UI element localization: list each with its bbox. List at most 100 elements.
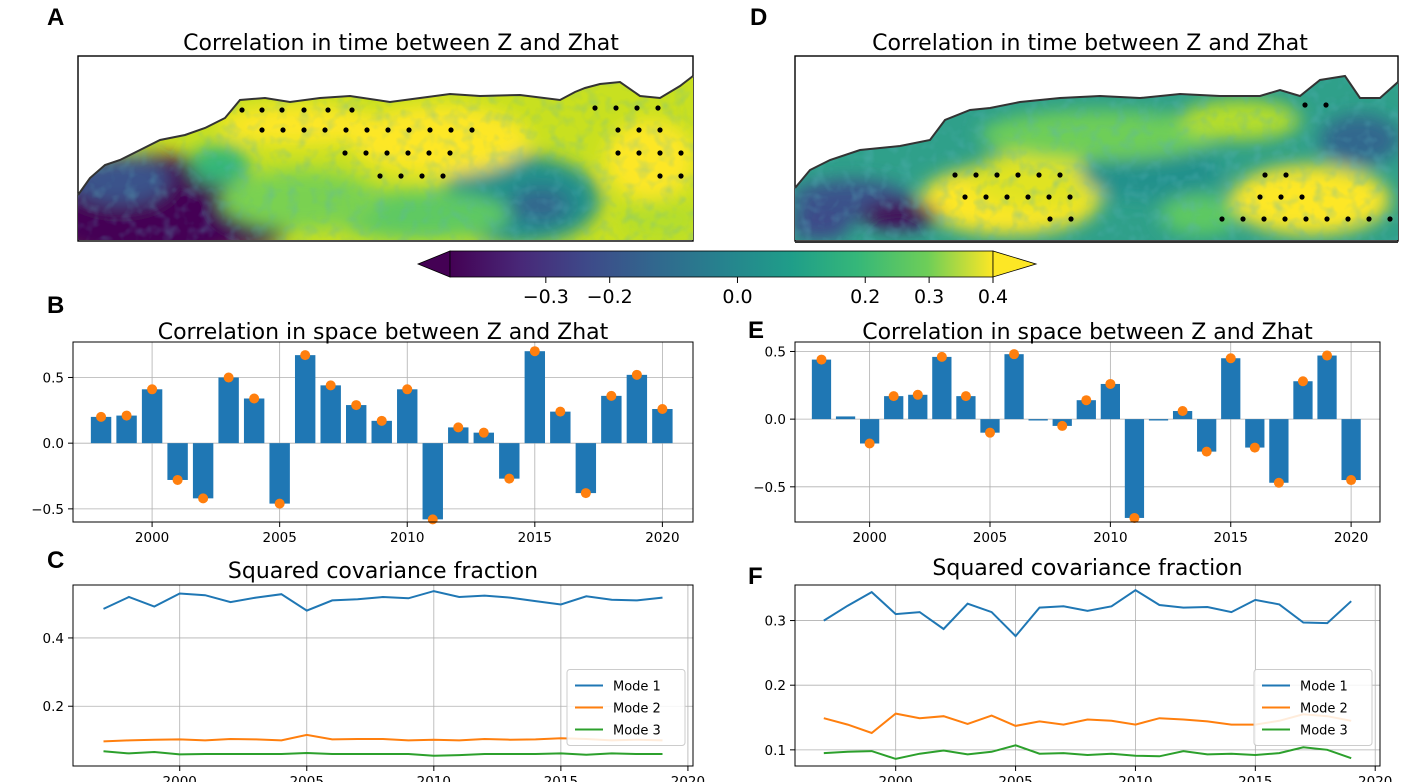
y-tick-label: 0.0 <box>43 436 64 452</box>
panel-letter-c: C <box>47 547 64 574</box>
bar <box>1293 381 1313 420</box>
significance-dot <box>349 107 355 113</box>
significance-dot <box>678 150 684 156</box>
y-tick-label: −0.5 <box>31 502 64 518</box>
marker-point <box>580 488 591 499</box>
marker-point <box>555 406 566 417</box>
x-tick-label: 2015 <box>544 774 578 782</box>
y-tick-label: 0.1 <box>765 743 786 759</box>
panel-letter-a: A <box>47 4 64 31</box>
marker-point <box>274 498 285 509</box>
significance-dot <box>279 107 285 113</box>
series-line-mode-1 <box>103 590 663 612</box>
significance-dot <box>1219 216 1225 222</box>
marker-point <box>325 380 336 391</box>
panel-letter-e: E <box>748 317 764 344</box>
significance-dot <box>427 127 433 133</box>
bar <box>371 420 392 444</box>
chart-title: Correlation in space between Z and Zhat <box>158 320 609 345</box>
marker-point <box>985 427 995 438</box>
significance-dot <box>1324 216 1330 222</box>
marker-point <box>96 411 107 422</box>
bar <box>980 419 1000 433</box>
plot-frame <box>794 341 1381 523</box>
marker-point <box>816 354 827 365</box>
bar <box>218 377 239 444</box>
significance-dot <box>1068 216 1074 222</box>
bar <box>524 351 546 444</box>
marker-point <box>1249 442 1260 453</box>
significance-dot <box>1047 216 1053 222</box>
marker-point <box>427 514 438 525</box>
significance-dot <box>1046 194 1052 200</box>
chart-title: Squared covariance fraction <box>932 556 1242 581</box>
bar <box>473 432 494 444</box>
significance-dot <box>1067 194 1073 200</box>
chart-c: C Squared covariance fraction Mode 1 Mode 2… <box>43 547 706 782</box>
marker-point <box>172 474 183 485</box>
significance-dot <box>364 127 370 133</box>
chart-f: F Squared covariance fraction Mode 1 Mode 2… <box>748 556 1392 782</box>
x-tick-label: 2000 <box>135 530 169 546</box>
marker-point <box>606 390 617 401</box>
significance-dot <box>448 127 454 133</box>
x-tick-label: 2000 <box>879 774 913 782</box>
bar <box>1076 400 1096 420</box>
significance-dot <box>1004 194 1010 200</box>
marker-point <box>249 393 260 404</box>
significance-dot <box>419 173 425 179</box>
significance-dot <box>592 105 598 111</box>
x-tick-label: 2015 <box>1238 774 1272 782</box>
marker-point <box>912 389 923 400</box>
significance-dot <box>405 150 411 156</box>
bar <box>294 355 316 444</box>
significance-dot <box>657 127 663 133</box>
marker-point <box>1081 395 1092 406</box>
significance-dot <box>342 150 348 156</box>
bar <box>626 374 648 444</box>
x-tick-label: 2000 <box>852 530 886 546</box>
colorbar-over-arrow <box>992 250 1038 278</box>
colorbar-tick-label: 0.0 <box>722 286 752 308</box>
legend-label: Mode 1 <box>1300 680 1348 695</box>
significance-dot <box>678 173 684 179</box>
marker-point <box>198 493 209 504</box>
bar <box>550 411 571 444</box>
chart-e: E Correlation in space between Z and Zhat… <box>748 317 1381 546</box>
panel-letter-b: B <box>47 292 64 319</box>
colorbar-tick-label: −0.3 <box>523 286 569 308</box>
x-tick-label: 2005 <box>290 774 324 782</box>
marker-point <box>300 350 311 361</box>
y-tick-label: 0.2 <box>43 699 64 715</box>
colorbar-gradient <box>449 250 994 278</box>
colorbar-tick-label: 0.4 <box>978 286 1008 308</box>
y-tick-label: −0.5 <box>753 480 786 496</box>
bar <box>860 419 880 444</box>
bar <box>1028 419 1048 421</box>
significance-dot <box>1299 194 1305 200</box>
significance-dot <box>1261 216 1267 222</box>
marker-point <box>1322 350 1333 361</box>
legend-label: Mode 3 <box>1300 724 1348 739</box>
significance-dot <box>634 105 640 111</box>
bar <box>908 394 928 420</box>
marker-point <box>529 346 540 357</box>
bar <box>1221 358 1241 420</box>
significance-dot <box>1257 194 1263 200</box>
colorbar-tick-label: −0.2 <box>587 286 633 308</box>
marker-point <box>1225 353 1236 364</box>
bar <box>422 443 443 520</box>
colorbar-tick-label: 0.2 <box>850 286 880 308</box>
legend: Mode 1 Mode 2 Mode 3 <box>566 669 686 746</box>
marker-point <box>888 391 899 402</box>
x-tick-label: 2005 <box>973 530 1007 546</box>
significance-dot <box>440 173 446 179</box>
significance-dot <box>615 150 621 156</box>
x-tick-label: 2015 <box>518 530 552 546</box>
legend-label: Mode 1 <box>613 680 661 695</box>
y-tick-label: 0.2 <box>765 678 786 694</box>
bar <box>397 389 418 444</box>
plot-frame <box>72 341 694 523</box>
significance-dot <box>469 127 475 133</box>
